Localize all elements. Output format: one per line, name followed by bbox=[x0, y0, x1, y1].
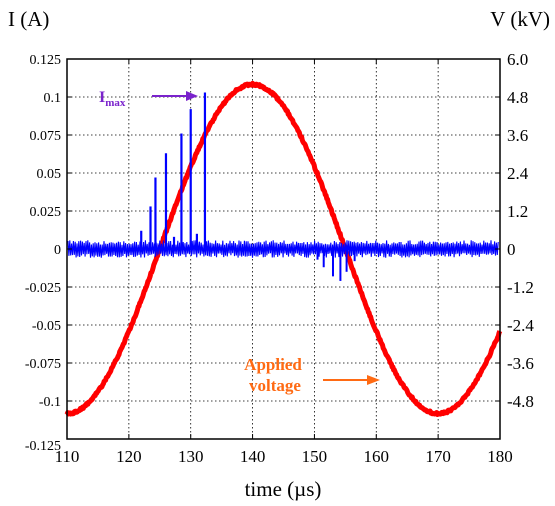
y-left-tick-label: 0 bbox=[54, 243, 61, 258]
y-left-tick-label: -0.125 bbox=[25, 439, 61, 454]
y-left-axis-title: I (A) bbox=[8, 7, 49, 31]
y-left-tick-label: 0.025 bbox=[30, 205, 62, 220]
x-tick-label: 130 bbox=[178, 447, 204, 466]
y-left-tick-label: 0.1 bbox=[44, 91, 62, 106]
x-tick-label: 120 bbox=[116, 447, 142, 466]
x-tick-label: 140 bbox=[240, 447, 266, 466]
applied-voltage-label-line1: Applied bbox=[244, 355, 302, 374]
applied-voltage-label-line2: voltage bbox=[249, 376, 301, 395]
y-left-tick-label: -0.1 bbox=[39, 395, 61, 410]
y-left-tick-label: -0.05 bbox=[32, 319, 61, 334]
x-tick-label: 180 bbox=[487, 447, 513, 466]
y-right-tick-label: -3.6 bbox=[507, 354, 534, 373]
y-right-tick-label: 6.0 bbox=[507, 50, 528, 69]
y-left-tick-label: -0.025 bbox=[25, 281, 61, 296]
x-tick-label: 160 bbox=[364, 447, 390, 466]
y-left-tick-label: 0.05 bbox=[37, 167, 62, 182]
y-right-tick-label: 1.2 bbox=[507, 202, 528, 221]
x-tick-label: 150 bbox=[302, 447, 328, 466]
y-right-tick-label: 2.4 bbox=[507, 164, 529, 183]
y-right-tick-label: -2.4 bbox=[507, 316, 534, 335]
x-tick-label: 170 bbox=[425, 447, 451, 466]
y-right-tick-label: 4.8 bbox=[507, 88, 528, 107]
y-right-tick-label: 0 bbox=[507, 240, 516, 259]
y-left-tick-label: 0.075 bbox=[30, 129, 62, 144]
x-axis-title: time (µs) bbox=[245, 477, 322, 501]
y-right-axis-title: V (kV) bbox=[490, 7, 550, 31]
y-left-tick-label: -0.075 bbox=[25, 357, 61, 372]
y-right-tick-label: 3.6 bbox=[507, 126, 528, 145]
imax-sub: max bbox=[105, 97, 126, 109]
y-right-tick-label: -1.2 bbox=[507, 278, 534, 297]
y-left-tick-label: 0.125 bbox=[30, 53, 62, 68]
y-right-tick-label: -4.8 bbox=[507, 392, 534, 411]
